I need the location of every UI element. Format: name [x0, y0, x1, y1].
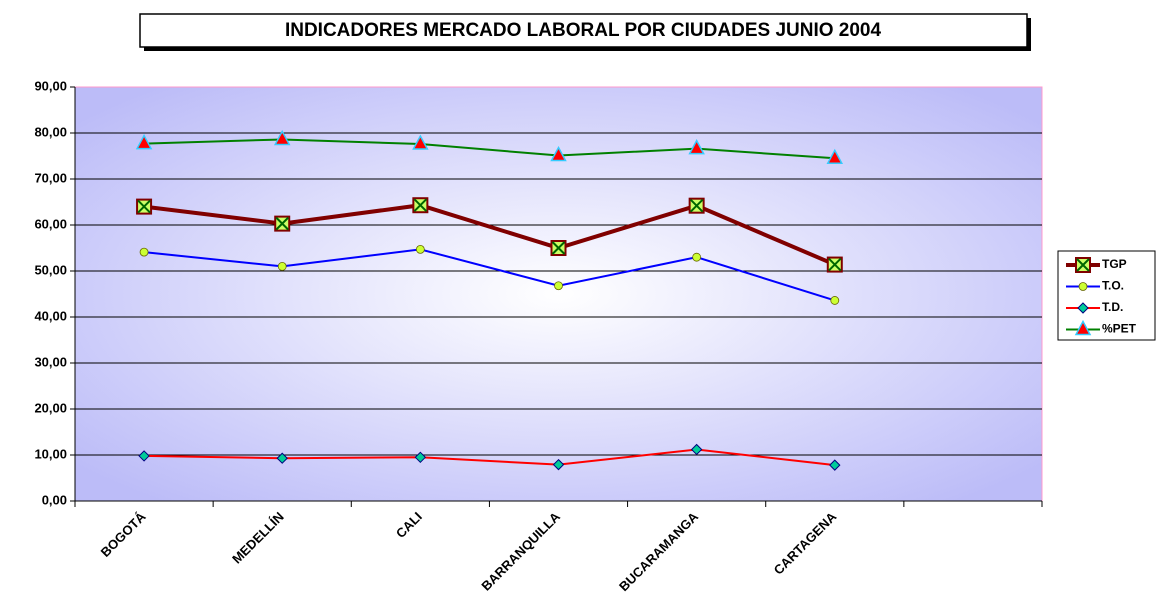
marker	[692, 252, 702, 262]
marker-cross	[551, 241, 566, 255]
marker	[1074, 319, 1092, 336]
x-tick-label: MEDELLÍN	[229, 509, 287, 567]
marker	[826, 256, 843, 273]
y-tick-label: 0,00	[42, 492, 67, 507]
legend-label: T.O.	[1102, 279, 1124, 293]
y-tick-label: 10,00	[34, 446, 67, 461]
chart-title: INDICADORES MERCADO LABORAL POR CIUDADES…	[285, 20, 882, 41]
marker	[274, 215, 291, 232]
marker	[688, 197, 705, 214]
y-tick-label: 20,00	[34, 400, 67, 415]
marker	[690, 443, 703, 456]
marker	[1077, 302, 1089, 314]
marker	[135, 133, 153, 150]
marker	[830, 296, 840, 305]
marker	[136, 198, 153, 215]
marker	[415, 244, 425, 254]
series-line	[144, 448, 835, 467]
marker	[550, 145, 567, 162]
x-tick-label: BOGOTÁ	[98, 509, 149, 560]
legend: TGP T.O. T.D. %PET	[1057, 250, 1156, 341]
marker	[276, 452, 288, 464]
marker-cross	[689, 198, 704, 213]
marker	[277, 261, 287, 271]
legend-label: T.D.	[1102, 300, 1123, 314]
marker	[412, 197, 429, 214]
y-tick-label: 40,00	[34, 308, 67, 323]
y-tick-label: 60,00	[34, 216, 67, 231]
title-box	[139, 13, 1028, 48]
x-tick-label: BUCARAMANGA	[616, 509, 702, 595]
series-line	[143, 248, 836, 302]
marker	[829, 459, 841, 471]
marker-cross	[275, 216, 289, 231]
marker-cross	[413, 198, 428, 212]
legend-label: %PET	[1102, 322, 1137, 336]
x-tick-label: CARTAGENA	[771, 509, 840, 578]
marker	[688, 139, 705, 155]
series-line	[144, 138, 835, 160]
marker	[826, 148, 844, 165]
marker-cross	[1076, 258, 1090, 272]
marker	[554, 281, 563, 291]
marker-cross	[137, 199, 151, 214]
x-tick-label: CALI	[393, 509, 425, 541]
marker	[412, 134, 429, 150]
series-line	[143, 203, 836, 267]
y-tick-label: 80,00	[34, 124, 67, 139]
legend-label: TGP	[1102, 257, 1127, 271]
marker	[550, 240, 567, 256]
y-tick-label: 70,00	[34, 170, 67, 185]
y-tick-label: 90,00	[34, 78, 67, 93]
marker	[139, 247, 149, 257]
marker	[273, 129, 291, 146]
marker	[552, 458, 565, 471]
marker-cross	[828, 257, 842, 272]
marker	[1078, 282, 1088, 291]
y-tick-label: 30,00	[34, 354, 67, 369]
marker	[414, 451, 427, 464]
x-tick-label: BARRANQUILLA	[478, 509, 563, 594]
marker	[1075, 257, 1091, 273]
y-tick-label: 50,00	[34, 262, 67, 277]
marker	[138, 450, 150, 462]
